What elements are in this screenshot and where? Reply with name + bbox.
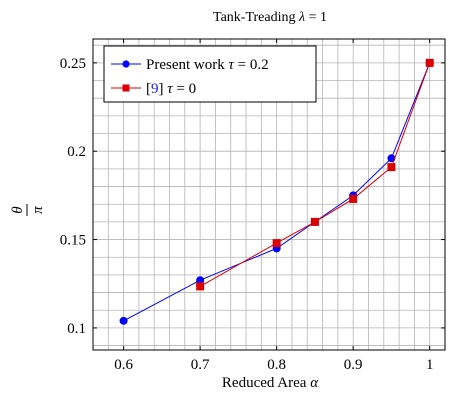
series-layer <box>119 58 434 325</box>
legend-label-present-work: Present work τ = 0.2 <box>146 57 269 73</box>
data-point <box>310 217 319 226</box>
data-point <box>196 276 205 285</box>
legend-marker-square <box>122 84 130 92</box>
y-axis-label-numerator: θ <box>10 206 26 214</box>
axis-ticks: 0.6 0.7 0.8 0.9 1 0.1 0.15 0.2 0.25 <box>60 39 445 373</box>
x-tick-label: 0.9 <box>344 357 363 373</box>
chart-title: Tank-Treading λ = 1 <box>213 10 327 25</box>
legend-entry-present-work: Present work τ = 0.2 <box>111 57 269 73</box>
data-point <box>119 316 128 325</box>
y-axis-label-denominator: π <box>30 206 46 214</box>
data-point <box>387 163 396 172</box>
data-point <box>272 239 281 248</box>
series-reference <box>196 58 434 291</box>
legend-label-reference: [9] τ = 0 <box>146 81 196 97</box>
citation-link[interactable]: 9 <box>151 81 159 97</box>
data-point <box>425 58 434 67</box>
legend: Present work τ = 0.2 [9] τ = 0 <box>103 45 317 103</box>
y-tick-label: 0.25 <box>60 56 86 72</box>
y-axis-label: θ π <box>10 204 46 216</box>
y-tick-label: 0.2 <box>67 144 86 160</box>
y-tick-label: 0.1 <box>67 321 86 337</box>
plot-frame <box>92 38 446 351</box>
series-line <box>199 62 431 287</box>
data-point <box>349 194 358 203</box>
x-tick-label: 1 <box>426 357 434 373</box>
x-tick-label: 0.8 <box>267 357 286 373</box>
x-axis-label: Reduced Area α <box>222 375 319 391</box>
legend-box <box>103 45 317 103</box>
data-point <box>196 282 205 291</box>
x-tick-label: 0.6 <box>114 357 133 373</box>
legend-entry-reference: [9] τ = 0 <box>111 81 196 97</box>
x-tick-label: 0.7 <box>191 357 210 373</box>
y-tick-label: 0.15 <box>60 233 86 249</box>
legend-marker-circle <box>122 60 130 68</box>
